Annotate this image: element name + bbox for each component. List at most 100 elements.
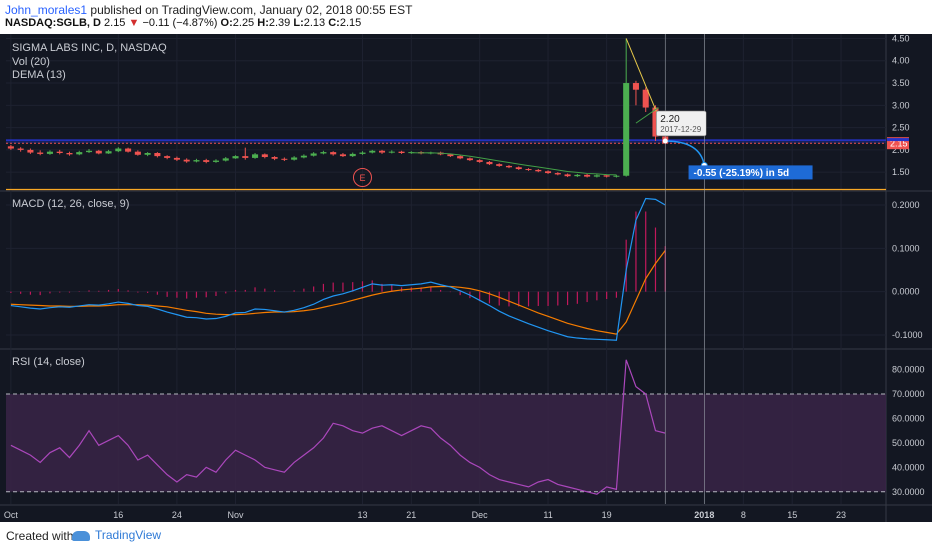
time-axis-tick-label: 13 xyxy=(357,510,367,520)
time-axis-tick-label: 24 xyxy=(172,510,182,520)
candle-body xyxy=(584,174,591,177)
candle-body xyxy=(252,154,259,158)
rsi-band-fill xyxy=(6,394,886,492)
earnings-marker-label: E xyxy=(359,173,365,183)
candle-body xyxy=(574,174,581,177)
time-axis-tick-label: 11 xyxy=(543,510,552,520)
price-axis-tick-label: 4.50 xyxy=(892,34,910,43)
last-price-tag-label: 2.15 xyxy=(890,139,908,149)
candle-body xyxy=(398,151,405,154)
earnings-marker-circle xyxy=(352,168,372,188)
candle-body xyxy=(515,167,522,170)
time-axis-tick-label: 23 xyxy=(836,510,846,520)
candle-body xyxy=(330,152,337,155)
candle-body xyxy=(378,150,386,153)
price-axis-tick-label: 2.00 xyxy=(892,145,910,155)
time-axis-tick-label: 15 xyxy=(787,510,797,520)
symbol-label: NASDAQ:SGLB, D xyxy=(5,17,101,29)
candle-body xyxy=(505,165,513,168)
candle-body xyxy=(545,171,552,174)
candle-body xyxy=(300,155,307,158)
published-text: published on TradingView.com, January 02… xyxy=(90,3,413,17)
candle-body xyxy=(291,157,298,160)
candle-body xyxy=(359,152,366,154)
macd-pane xyxy=(10,197,666,341)
high-label: H: xyxy=(257,17,269,29)
down-arrow-icon: ▼ xyxy=(128,17,140,29)
rsi-axis-tick-label: 70.0000 xyxy=(892,389,925,399)
rsi-axis-tick-label: 60.0000 xyxy=(892,413,925,423)
candle-body xyxy=(320,152,327,154)
chart-area[interactable]: E 4.50 4.00 3.50 3.00 2.50 2.00 1.50 2.15 0.2000… xyxy=(0,34,932,522)
axes: 4.50 4.00 3.50 3.00 2.50 2.00 1.50 2.15 0.2000 0.… xyxy=(4,34,925,520)
candle-body xyxy=(632,83,639,90)
tradingview-cloud-icon xyxy=(72,530,90,541)
candle-body xyxy=(105,151,112,154)
candle-body xyxy=(349,153,356,157)
candle-body xyxy=(193,160,200,162)
rsi-pane xyxy=(6,359,886,495)
candle-body xyxy=(66,153,73,155)
macd-title: MACD (12, 26, close, 9) xyxy=(12,198,130,210)
candle-body xyxy=(46,151,53,154)
candle-body xyxy=(496,164,503,166)
candle-body xyxy=(154,153,161,157)
low-label: L: xyxy=(293,17,304,29)
candle-body xyxy=(271,157,278,159)
macd-axis-tick-label: -0.1000 xyxy=(892,330,923,340)
candle-body xyxy=(7,146,14,149)
candle-body xyxy=(408,152,415,154)
candle-body xyxy=(388,151,395,153)
candle-body xyxy=(535,169,542,172)
measure-label: -0.55 (-25.19%) in 5d xyxy=(694,168,790,179)
candle-body xyxy=(183,159,190,162)
price-axis-tick-label: 4.00 xyxy=(892,56,910,66)
close-value: 2.15 xyxy=(339,17,362,29)
candle-body xyxy=(593,175,600,177)
candle-body xyxy=(37,152,44,154)
rsi-line xyxy=(10,359,666,495)
time-axis-tick-label: Oct xyxy=(4,510,19,520)
candle-body xyxy=(242,156,249,158)
candle-body xyxy=(564,174,571,177)
candle-body xyxy=(76,152,83,155)
price-pane: E xyxy=(6,38,886,191)
candle-body xyxy=(115,148,122,152)
candle-body xyxy=(17,148,24,150)
level-tag xyxy=(887,138,909,142)
candle-body xyxy=(173,157,180,160)
time-axis-tick-label: 8 xyxy=(741,510,746,520)
chart-svg[interactable]: E 4.50 4.00 3.50 3.00 2.50 2.00 1.50 2.15 0.2000… xyxy=(0,34,932,522)
candle-body xyxy=(476,160,483,162)
high-value: 2.39 xyxy=(268,17,291,29)
macd-axis-tick-label: 0.1000 xyxy=(892,243,920,253)
time-axis-tick-label: Dec xyxy=(472,510,489,520)
candle-body xyxy=(652,107,659,137)
rsi-title: RSI (14, close) xyxy=(12,356,85,368)
candle-body xyxy=(613,175,620,177)
candle-body xyxy=(261,154,268,158)
candle-body xyxy=(339,154,346,157)
time-axis-tick-label: 19 xyxy=(602,510,612,520)
candle-body xyxy=(447,154,454,157)
author-link[interactable]: John_morales1 xyxy=(5,3,88,17)
tradingview-logo[interactable]: TradingView xyxy=(72,528,161,542)
candle-body xyxy=(134,151,141,155)
time-axis-tick-label: 21 xyxy=(406,510,416,520)
signal-line xyxy=(10,250,666,335)
macd-axis-tick-label: 0.0000 xyxy=(892,287,920,297)
projection-arrow xyxy=(665,140,706,166)
price-axis-tick-label: 3.50 xyxy=(892,78,910,88)
candle-body xyxy=(125,148,132,152)
candle-body xyxy=(203,160,210,162)
candle-body xyxy=(212,160,220,162)
candle-body xyxy=(486,161,493,165)
price-axis-tick-label: 3.00 xyxy=(892,100,910,110)
candle-body xyxy=(164,156,171,158)
rsi-axis-tick-label: 30.0000 xyxy=(892,487,925,497)
rsi-axis-tick-label: 80.0000 xyxy=(892,365,925,375)
low-value: 2.13 xyxy=(303,17,326,29)
rsi-axis-tick-label: 50.0000 xyxy=(892,438,925,448)
candle-body xyxy=(642,89,649,108)
publish-header: John_morales1 published on TradingView.c… xyxy=(0,0,932,34)
